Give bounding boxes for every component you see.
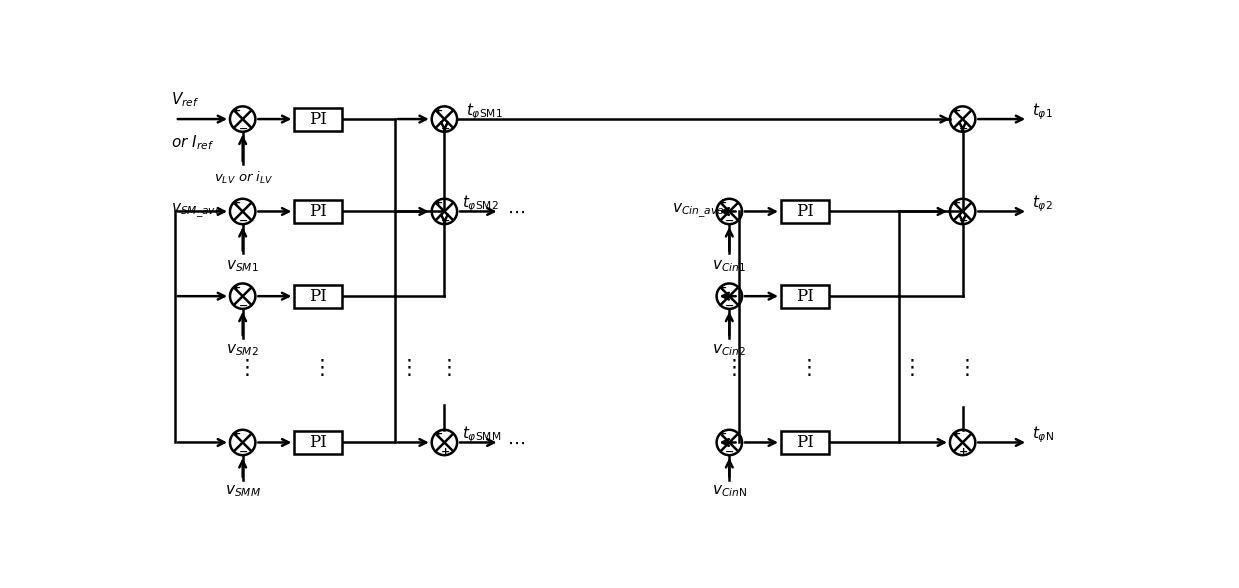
Text: $t_{\varphi 1}$: $t_{\varphi 1}$ — [1032, 101, 1053, 122]
Text: $\vdots$: $\vdots$ — [398, 358, 411, 378]
Text: +: + — [440, 446, 450, 457]
Text: +: + — [719, 198, 727, 208]
Text: PI: PI — [795, 434, 814, 451]
Text: $\vdots$: $\vdots$ — [235, 358, 249, 378]
Text: PI: PI — [795, 288, 814, 305]
Text: $\vdots$: $\vdots$ — [955, 358, 969, 378]
Text: +: + — [719, 282, 727, 293]
Text: $\cdots$: $\cdots$ — [508, 433, 525, 452]
Text: +: + — [434, 105, 442, 116]
Text: +: + — [440, 215, 450, 226]
Text: $v_{LV}\ or\ i_{LV}$: $v_{LV}\ or\ i_{LV}$ — [214, 171, 274, 186]
Text: $v_{SMM}$: $v_{SMM}$ — [224, 483, 260, 499]
Text: $\vdots$: $\vdots$ — [901, 358, 914, 378]
Text: −: − — [239, 215, 248, 226]
Text: $v_{Cin2}$: $v_{Cin2}$ — [712, 343, 746, 359]
Text: $t_{\varphi 2}$: $t_{\varphi 2}$ — [1032, 193, 1053, 214]
Text: −: − — [239, 300, 248, 311]
Text: +: + — [952, 105, 961, 116]
Bar — [294, 200, 342, 223]
Text: $v_{Cin\mathrm{N}}$: $v_{Cin\mathrm{N}}$ — [711, 483, 747, 499]
Text: +: + — [959, 215, 968, 226]
Text: +: + — [440, 123, 450, 133]
Bar — [294, 431, 342, 454]
Text: +: + — [952, 198, 961, 208]
Text: $v_{SM2}$: $v_{SM2}$ — [227, 343, 259, 359]
Text: +: + — [232, 282, 240, 293]
Text: +: + — [959, 446, 968, 457]
Text: −: − — [239, 123, 248, 133]
Text: PI: PI — [310, 111, 327, 128]
Text: +: + — [232, 198, 240, 208]
Text: $\vdots$: $\vdots$ — [437, 358, 451, 378]
Text: −: − — [725, 446, 735, 457]
Bar — [781, 200, 829, 223]
Text: $V_{ref}$: $V_{ref}$ — [171, 91, 199, 109]
Text: PI: PI — [310, 203, 327, 220]
Text: $or\ I_{ref}$: $or\ I_{ref}$ — [171, 133, 214, 152]
Text: $v_{Cin\_ave}$: $v_{Cin\_ave}$ — [672, 202, 724, 220]
Text: $v_{SM1}$: $v_{SM1}$ — [227, 258, 259, 274]
Text: +: + — [232, 428, 240, 439]
Text: +: + — [232, 105, 240, 116]
Text: PI: PI — [310, 434, 327, 451]
Text: $\vdots$: $\vdots$ — [722, 358, 736, 378]
Text: $v_{SM\_ave}$: $v_{SM\_ave}$ — [171, 202, 222, 220]
Text: $t_{\varphi \mathrm{SM1}}$: $t_{\varphi \mathrm{SM1}}$ — [466, 101, 503, 122]
Text: +: + — [959, 123, 968, 133]
Bar — [781, 431, 829, 454]
Text: +: + — [952, 428, 961, 439]
Text: $t_{\varphi \mathrm{SMM}}$: $t_{\varphi \mathrm{SMM}}$ — [462, 425, 501, 445]
Text: $\vdots$: $\vdots$ — [798, 358, 812, 378]
Text: $t_{\varphi \mathrm{SM2}}$: $t_{\varphi \mathrm{SM2}}$ — [462, 193, 498, 214]
Text: +: + — [434, 198, 442, 208]
Bar — [294, 108, 342, 131]
Bar — [294, 285, 342, 308]
Text: PI: PI — [795, 203, 814, 220]
Text: PI: PI — [310, 288, 327, 305]
Bar — [781, 285, 829, 308]
Text: −: − — [725, 300, 735, 311]
Text: +: + — [719, 428, 727, 439]
Text: −: − — [725, 215, 735, 226]
Text: $\vdots$: $\vdots$ — [311, 358, 325, 378]
Text: −: − — [239, 446, 248, 457]
Text: $v_{Cin1}$: $v_{Cin1}$ — [712, 258, 746, 274]
Text: $t_{\varphi \mathrm{N}}$: $t_{\varphi \mathrm{N}}$ — [1032, 425, 1054, 445]
Text: +: + — [434, 428, 442, 439]
Text: $\cdots$: $\cdots$ — [508, 202, 525, 220]
